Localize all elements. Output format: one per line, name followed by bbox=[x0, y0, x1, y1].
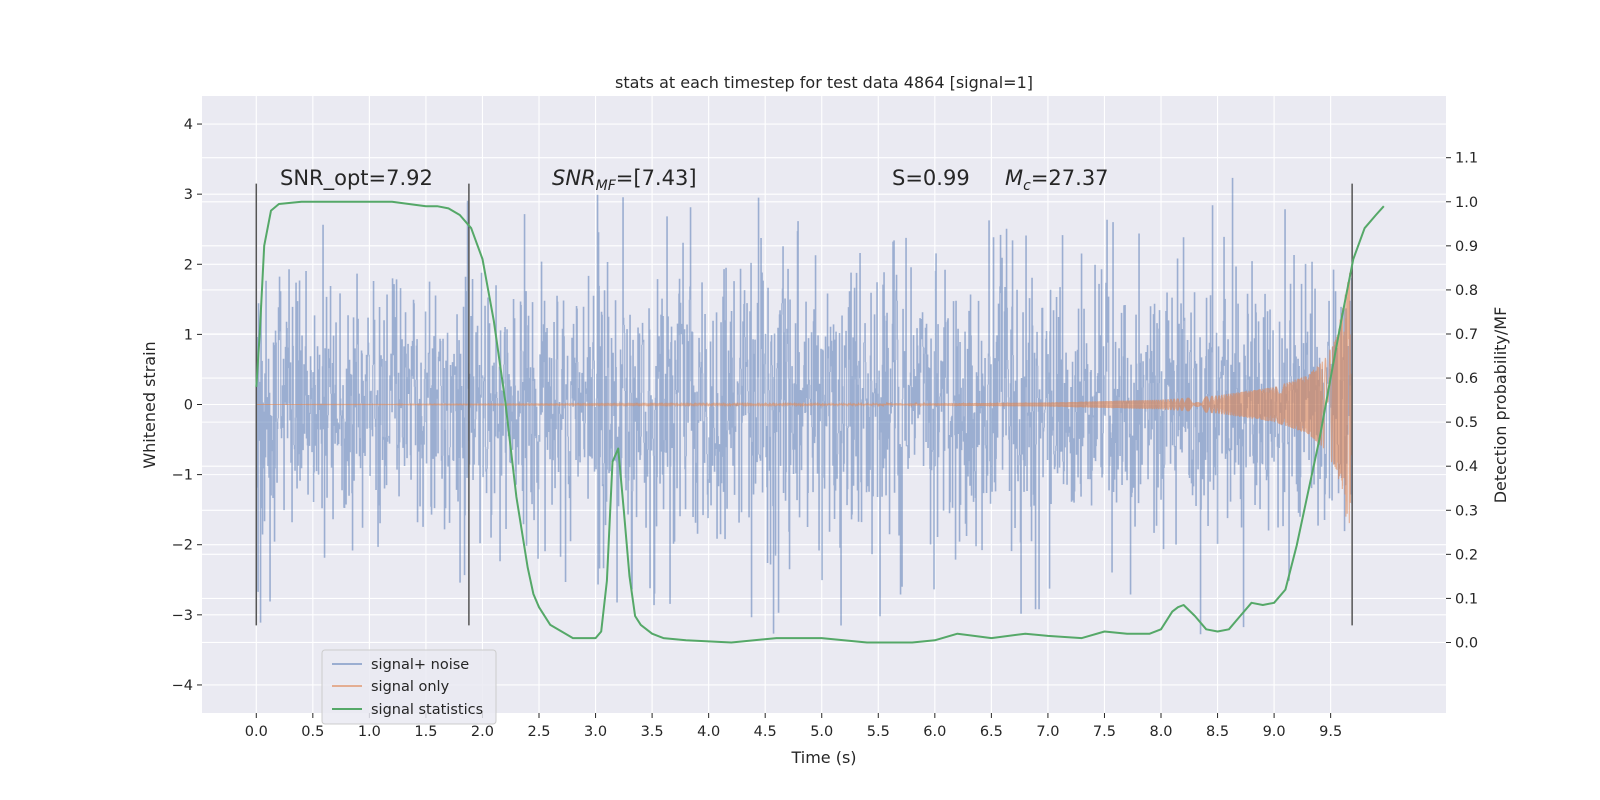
legend-box bbox=[321, 649, 497, 725]
x-tick-label: 3.0 bbox=[584, 724, 607, 740]
x-tick-label: 1.5 bbox=[414, 724, 437, 740]
y2-tick-label: 0.6 bbox=[1455, 371, 1478, 387]
x-tick-label: 7.5 bbox=[1093, 724, 1116, 740]
chart-title: stats at each timestep for test data 486… bbox=[615, 73, 1033, 92]
y-tick-label: −1 bbox=[172, 468, 193, 484]
y2-tick-label: 1.0 bbox=[1455, 195, 1478, 211]
signal-statistics-line bbox=[255, 200, 1385, 644]
x-tick-label: 0.5 bbox=[301, 724, 324, 740]
x-tick-label: 5.0 bbox=[810, 724, 833, 740]
y-tick-label: −4 bbox=[172, 678, 193, 694]
y2-tick-label: 0.3 bbox=[1455, 503, 1478, 519]
x-tick-label: 7.0 bbox=[1036, 724, 1059, 740]
x-tick-label: 3.5 bbox=[641, 724, 664, 740]
legend-label-signal-statistics: signal statistics bbox=[371, 702, 483, 718]
y2-tick-label: 1.1 bbox=[1455, 151, 1478, 167]
y2-tick-label: 0.0 bbox=[1455, 635, 1478, 651]
x-tick-label: 1.0 bbox=[358, 724, 381, 740]
y2-tick-label: 0.8 bbox=[1455, 283, 1478, 299]
y-tick-label: −3 bbox=[172, 608, 193, 624]
y-tick-label: 4 bbox=[184, 117, 193, 133]
y2-tick-label: 0.7 bbox=[1455, 327, 1478, 343]
annotations: SNR_opt=7.92 SNRMF=[7.43] S=0.99 Mc=27.3… bbox=[280, 166, 1109, 194]
x-tick-label: 4.0 bbox=[697, 724, 720, 740]
signal-only-line bbox=[256, 272, 1353, 524]
legend-label-signal-noise: signal+ noise bbox=[371, 657, 469, 673]
y2-axis-ticks: 0.0 0.1 0.2 0.3 0.4 0.5 0.6 0.7 0.8 0.9 1.0 1.1 bbox=[1446, 151, 1478, 651]
signal-only-series bbox=[256, 272, 1353, 524]
y2-axis-label: Detection probability/MF bbox=[1491, 307, 1510, 504]
x-tick-label: 4.5 bbox=[754, 724, 777, 740]
annotation-snr-mf: SNRMF=[7.43] bbox=[552, 166, 697, 194]
y2-tick-label: 0.5 bbox=[1455, 415, 1478, 431]
x-tick-label: 8.0 bbox=[1149, 724, 1172, 740]
x-axis-label: Time (s) bbox=[790, 748, 856, 767]
x-tick-label: 5.5 bbox=[867, 724, 890, 740]
x-tick-label: 9.0 bbox=[1263, 724, 1286, 740]
annotation-mc: Mc=27.37 bbox=[1005, 166, 1109, 194]
signal-statistics-series bbox=[255, 200, 1385, 644]
x-tick-label: 0.0 bbox=[245, 724, 268, 740]
y-tick-label: 0 bbox=[184, 398, 193, 414]
y-tick-label: 3 bbox=[184, 187, 193, 203]
y-tick-label: 2 bbox=[184, 257, 193, 273]
y-axis-ticks: −4 −3 −2 −1 0 1 2 3 4 bbox=[172, 117, 202, 694]
y2-tick-label: 0.4 bbox=[1455, 459, 1478, 475]
y-tick-label: 1 bbox=[184, 327, 193, 343]
vertical-markers bbox=[255, 183, 1353, 626]
x-tick-label: 8.5 bbox=[1206, 724, 1229, 740]
legend: signal+ noise signal only signal statist… bbox=[321, 649, 497, 725]
y2-tick-label: 0.1 bbox=[1455, 591, 1478, 607]
x-axis-ticks: 0.0 0.5 1.0 1.5 2.0 2.5 3.0 3.5 4.0 4.5 5.0 5.5 6.0 6… bbox=[245, 713, 1342, 740]
y2-tick-label: 0.2 bbox=[1455, 547, 1478, 563]
y2-tick-label: 0.9 bbox=[1455, 239, 1478, 255]
legend-label-signal-only: signal only bbox=[371, 679, 450, 695]
x-tick-label: 6.0 bbox=[923, 724, 946, 740]
x-tick-label: 6.5 bbox=[980, 724, 1003, 740]
x-tick-label: 2.0 bbox=[471, 724, 494, 740]
x-tick-label: 9.5 bbox=[1319, 724, 1342, 740]
y-axis-label: Whitened strain bbox=[140, 341, 159, 468]
annotation-s: S=0.99 bbox=[892, 166, 970, 190]
y-tick-label: −2 bbox=[172, 538, 193, 554]
annotation-snr-opt: SNR_opt=7.92 bbox=[280, 166, 433, 191]
x-tick-label: 2.5 bbox=[527, 724, 550, 740]
